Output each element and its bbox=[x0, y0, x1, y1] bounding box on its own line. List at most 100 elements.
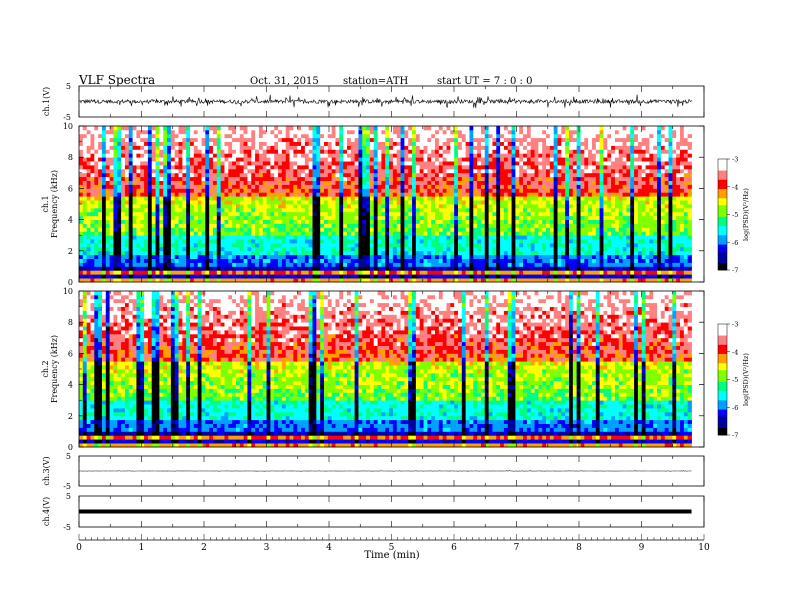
spectrogram-cell bbox=[255, 188, 260, 193]
spectrogram-cell bbox=[90, 250, 95, 256]
spectrogram-cell bbox=[278, 188, 283, 193]
spectrogram-cell bbox=[542, 157, 547, 162]
spectrogram-cell bbox=[163, 239, 168, 244]
spectrogram-cell bbox=[98, 262, 103, 267]
spectrogram-cell bbox=[304, 184, 310, 189]
spectrogram-cell bbox=[457, 137, 463, 142]
spectrogram-cell bbox=[534, 223, 539, 228]
spectrogram-cell bbox=[274, 184, 279, 189]
spectrogram-cell bbox=[147, 204, 153, 209]
spectrogram-cell bbox=[94, 235, 99, 240]
spectrogram-cell bbox=[503, 176, 509, 181]
spectrogram-cell bbox=[461, 246, 467, 252]
spectrogram-cell bbox=[465, 207, 470, 213]
spectrogram-cell bbox=[258, 157, 264, 162]
spectrogram-cell bbox=[412, 239, 417, 244]
spectrogram-cell bbox=[113, 176, 118, 181]
spectrogram-cell bbox=[258, 243, 264, 248]
spectrogram-cell bbox=[389, 239, 394, 244]
spectrogram-cell bbox=[190, 126, 195, 131]
spectrogram-cell bbox=[507, 161, 512, 166]
spectrogram-cell bbox=[354, 246, 359, 252]
spectrogram-cell bbox=[136, 243, 141, 248]
spectrogram-cell bbox=[163, 172, 168, 178]
spectrogram-cell bbox=[297, 219, 302, 224]
spectrogram-cell bbox=[389, 211, 394, 217]
spectrogram-cell bbox=[109, 192, 114, 197]
spectrogram-cell bbox=[343, 250, 348, 256]
spectrogram-cell bbox=[274, 239, 279, 244]
spectrogram-cell bbox=[519, 188, 524, 193]
spectrogram-cell bbox=[377, 266, 382, 271]
spectrogram-cell bbox=[216, 270, 222, 275]
spectrogram-cell bbox=[423, 204, 428, 209]
spectrogram-cell bbox=[503, 184, 509, 189]
spectrogram-cell bbox=[186, 192, 191, 197]
spectrogram-cell bbox=[285, 246, 290, 252]
spectrogram-cell bbox=[385, 165, 390, 170]
spectrogram-cell bbox=[212, 126, 218, 131]
spectrogram-cell bbox=[117, 204, 122, 209]
spectrogram-cell bbox=[220, 176, 225, 181]
spectrogram-cell bbox=[132, 207, 137, 213]
spectrogram-cell bbox=[500, 126, 505, 131]
spectrogram-cell bbox=[155, 149, 160, 154]
spectrogram-cell bbox=[243, 137, 248, 142]
spectrogram-cell bbox=[500, 223, 505, 228]
spectrogram-cell bbox=[190, 165, 195, 170]
spectrogram-cell bbox=[239, 239, 245, 244]
spectrogram-cell bbox=[243, 149, 248, 154]
spectrogram-cell bbox=[82, 126, 88, 131]
spectrogram-cell bbox=[201, 243, 206, 248]
spectrogram-cell bbox=[534, 145, 539, 150]
spectrogram-cell bbox=[255, 161, 260, 166]
spectrogram-cell bbox=[427, 180, 432, 185]
spectrogram-cell bbox=[511, 204, 516, 209]
spectrogram-cell bbox=[469, 262, 474, 267]
spectrogram-cell bbox=[205, 231, 210, 236]
spectrogram-cell bbox=[159, 211, 164, 217]
spectrogram-cell bbox=[262, 200, 267, 205]
spectrogram-cell bbox=[446, 231, 451, 236]
spectrogram-cell bbox=[339, 258, 344, 263]
spectrogram-cell bbox=[86, 278, 91, 283]
spectrogram-cell bbox=[496, 137, 501, 142]
spectrogram-cell bbox=[519, 200, 524, 205]
spectrogram-cell bbox=[289, 188, 294, 193]
spectrogram-cell bbox=[243, 223, 248, 228]
spectrogram-cell bbox=[404, 168, 409, 174]
spectrogram-cell bbox=[492, 254, 497, 259]
spectrogram-cell bbox=[500, 231, 505, 236]
spectrogram-cell bbox=[320, 168, 325, 174]
spectrogram-cell bbox=[281, 204, 287, 209]
spectrogram-cell bbox=[320, 254, 325, 259]
spectrogram-cell bbox=[109, 188, 114, 193]
spectrogram-cell bbox=[534, 176, 539, 181]
spectrogram-cell bbox=[343, 192, 348, 197]
spectrogram-cell bbox=[174, 184, 179, 189]
spectrogram-cell bbox=[193, 133, 199, 139]
spectrogram-cell bbox=[480, 258, 486, 263]
spectrogram-cell bbox=[450, 215, 455, 220]
spectrogram-cell bbox=[121, 153, 126, 158]
spectrogram-cell bbox=[151, 176, 156, 181]
spectrogram-cell bbox=[174, 227, 179, 232]
spectrogram-cell bbox=[128, 215, 133, 220]
spectrogram-cell bbox=[442, 204, 447, 209]
spectrogram-cell bbox=[408, 126, 413, 131]
spectrogram-cell bbox=[480, 262, 486, 267]
station-label: station=ATH bbox=[343, 76, 409, 87]
spectrogram-cell bbox=[278, 243, 283, 248]
spectrogram-cell bbox=[438, 141, 444, 146]
spectrogram-cell bbox=[124, 262, 130, 267]
spectrogram-cell bbox=[477, 227, 482, 232]
spectrogram-cell bbox=[220, 223, 225, 228]
spectrogram-cell bbox=[247, 243, 252, 248]
spectrogram-cell bbox=[526, 161, 532, 166]
spectrogram-cell bbox=[301, 157, 306, 162]
spectrogram-cell bbox=[327, 192, 333, 197]
spectrogram-cell bbox=[212, 129, 218, 135]
spectrogram-cell bbox=[255, 235, 260, 240]
spectrogram-cell bbox=[216, 211, 222, 217]
spectrogram-cell bbox=[454, 239, 459, 244]
